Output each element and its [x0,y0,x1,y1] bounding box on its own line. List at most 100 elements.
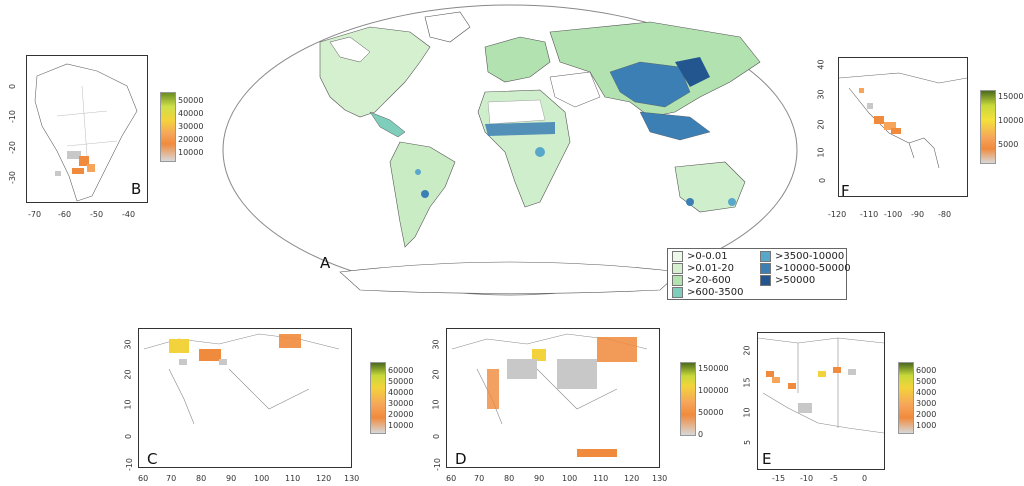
e-ytick: 10 [742,407,752,418]
f-ytick: 40 [816,59,826,70]
c-xtick: 130 [344,474,360,483]
e-colorbar-label: 5000 [916,377,937,386]
c-xtick: 120 [316,474,332,483]
d-colorbar [680,362,696,436]
b-colorbar-label: 40000 [178,109,204,118]
d-xtick: 120 [624,474,640,483]
c-xtick: 80 [196,474,207,483]
e-xtick: -10 [800,474,814,483]
antarctica [339,261,681,294]
panel-letter-f: F [841,182,850,200]
legend-label: >20-600 [687,275,731,286]
f-colorbar-label: 5000 [998,140,1019,149]
d-xtick: 70 [474,474,485,483]
panel-b-map [26,55,148,203]
d-ytick: 20 [431,369,441,380]
f-colorbar-label: 15000 [998,92,1024,101]
c-ytick: 10 [123,399,133,410]
d-xtick: 90 [534,474,545,483]
b-xtick: -50 [90,210,104,219]
b-xtick: -70 [28,210,42,219]
legend-swatch [672,251,683,262]
d-ytick: 0 [432,433,442,440]
e-ytick: 20 [742,345,752,356]
panel-letter-e: E [762,450,772,468]
b-xtick: -40 [122,210,136,219]
f-xtick: -90 [911,210,925,219]
c-xtick: 90 [226,474,237,483]
legend-item: >600-3500 [672,287,744,298]
d-ytick: -10 [433,457,443,472]
b-colorbar-label: 20000 [178,135,204,144]
legend-item: >3500-10000 [760,251,844,262]
c-colorbar-label: 60000 [388,366,414,375]
legend-label: >0-0.01 [687,251,728,262]
legend-label: >0.01-20 [687,263,734,274]
legend-item: >10000-50000 [760,263,851,274]
e-colorbar-label: 4000 [916,388,937,397]
map-legend: >0-0.01 >0.01-20 >20-600 >600-3500 >3500… [667,248,851,300]
c-xtick: 110 [285,474,301,483]
b-colorbar-label: 50000 [178,96,204,105]
legend-label: >10000-50000 [775,263,851,274]
d-xtick: 130 [652,474,668,483]
panel-d-map [446,328,660,468]
panel-letter-d: D [455,450,467,468]
d-colorbar-label: 150000 [698,364,729,373]
legend-label: >3500-10000 [775,251,845,262]
b-ytick: -20 [8,140,18,155]
c-ytick: 20 [123,369,133,380]
b-colorbar [160,92,176,162]
legend-item: >50000 [760,275,815,286]
panel-c-map [138,328,352,468]
legend-label: >600-3500 [687,287,744,298]
f-colorbar-label: 10000 [998,116,1024,125]
legend-swatch [672,275,683,286]
c-colorbar [370,362,386,434]
b-colorbar-label: 30000 [178,122,204,131]
f-xtick: -100 [884,210,903,219]
f-ytick: 0 [818,177,828,184]
c-ytick: 0 [124,433,134,440]
e-ytick: 15 [742,377,752,388]
e-colorbar-label: 2000 [916,410,937,419]
d-ytick: 30 [431,339,441,350]
legend-label: >50000 [775,275,816,286]
e-xtick: -15 [772,474,786,483]
e-colorbar [898,362,914,434]
f-xtick: -110 [860,210,879,219]
e-xtick: -5 [830,474,838,483]
d-colorbar-label: 100000 [698,386,729,395]
c-xtick: 60 [138,474,149,483]
d-xtick: 80 [504,474,515,483]
panel-letter-c: C [147,450,158,468]
panel-letter-b: B [131,180,142,198]
legend-swatch [672,263,683,274]
b-ytick: -10 [8,109,18,124]
panel-letter-a: A [320,254,331,272]
europe [484,36,551,83]
f-ytick: 10 [816,147,826,158]
b-colorbar-label: 10000 [178,148,204,157]
legend-item: >20-600 [672,275,731,286]
d-colorbar-label: 0 [698,430,704,439]
c-ytick: 30 [123,339,133,350]
legend-swatch [672,287,683,298]
c-xtick: 70 [166,474,177,483]
legend-item: >0-0.01 [672,251,728,262]
f-ytick: 30 [816,89,826,100]
f-xtick: -80 [938,210,952,219]
c-colorbar-label: 10000 [388,421,414,430]
c-colorbar-label: 20000 [388,410,414,419]
legend-item: >0.01-20 [672,263,734,274]
legend-swatch [760,275,771,286]
c-colorbar-label: 40000 [388,388,414,397]
b-xtick: -60 [58,210,72,219]
c-xtick: 100 [254,474,270,483]
e-colorbar-label: 3000 [916,399,937,408]
greenland [424,11,471,43]
e-ytick: 5 [743,439,753,446]
c-colorbar-label: 30000 [388,399,414,408]
legend-swatch [760,263,771,274]
e-colorbar-label: 1000 [916,421,937,430]
